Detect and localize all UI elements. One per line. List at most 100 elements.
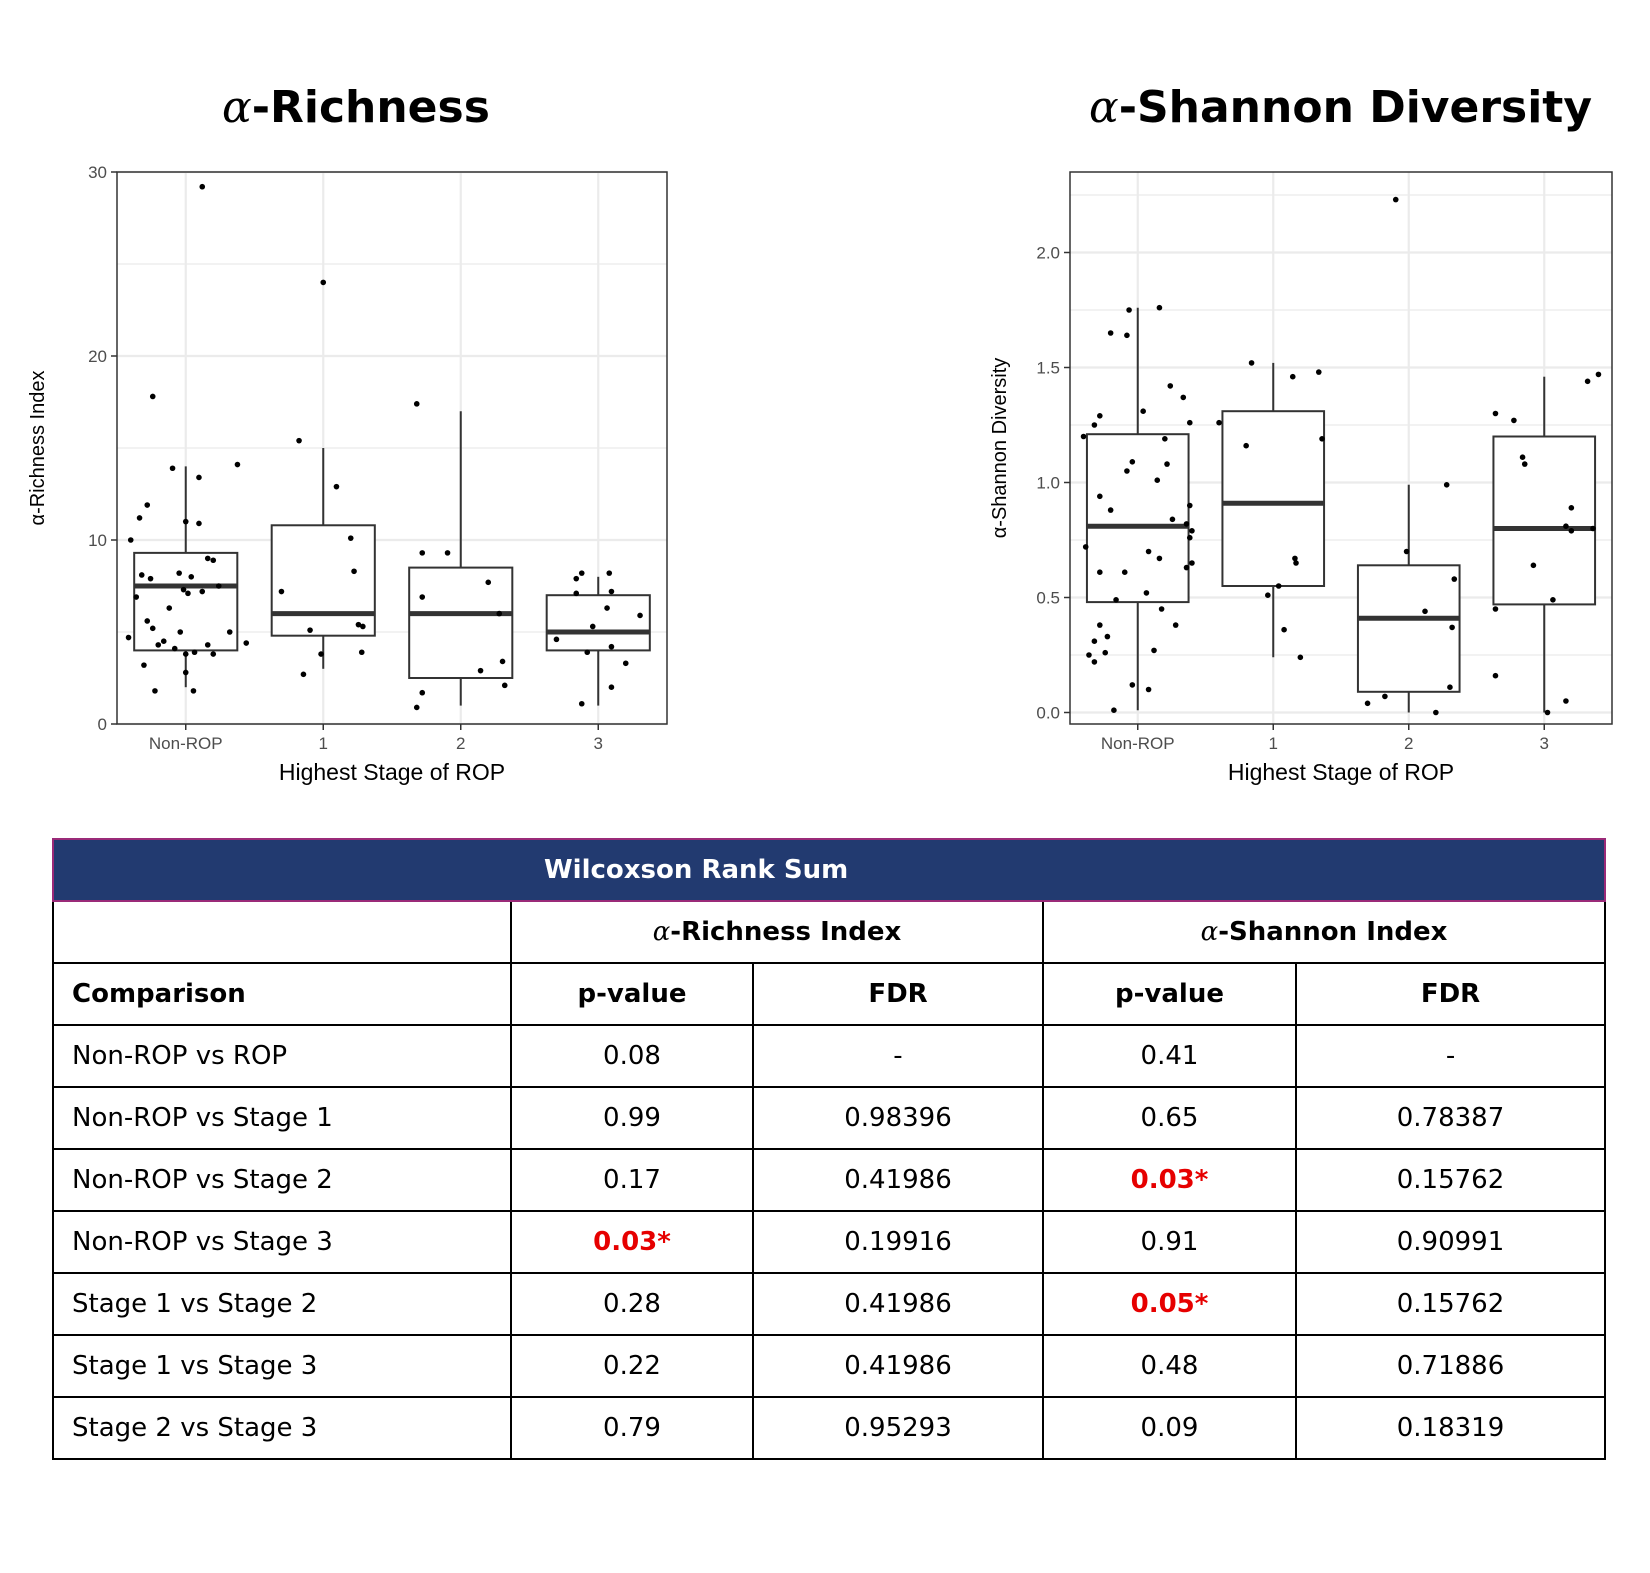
richness-pvalue-cell: 0.79 [510,1396,754,1460]
group-richness-greek: α [652,917,671,947]
col-header-richness-fdr: FDR [752,962,1044,1026]
table-row: Stage 2 vs Stage 3 0.79 0.95293 0.09 0.18319 [52,1396,1607,1460]
data-point [360,623,366,630]
data-point [1097,569,1103,575]
data-point [1492,410,1499,417]
data-point [1550,597,1556,603]
data-point [419,689,426,696]
data-point [1382,693,1388,700]
data-point [578,570,585,576]
x-tick-label: 1 [1269,734,1278,753]
data-point [1186,534,1193,541]
data-point [190,688,197,694]
y-tick-label: 1.0 [1036,474,1060,493]
data-point [622,660,629,667]
empty-header-cell [52,900,512,964]
data-point [1169,516,1176,523]
data-point [152,688,158,694]
data-point [604,605,610,611]
data-point [351,568,357,575]
data-point [444,550,451,556]
data-point [573,590,580,597]
richness-fdr-cell: 0.41986 [752,1148,1044,1212]
plot-border [116,171,668,725]
data-point [176,570,182,576]
data-point [1275,583,1282,589]
comparison-cell: Stage 1 vs Stage 2 [52,1272,512,1336]
data-point [347,535,354,541]
richness-pvalue-cell: 0.99 [510,1086,754,1150]
data-point [1281,626,1287,633]
data-point [215,583,222,589]
data-point [278,588,285,595]
group-header-shannon: α-Shannon Index [1041,900,1607,964]
shannon-fdr-cell: 0.15762 [1294,1148,1607,1212]
data-point [1113,597,1119,603]
data-point [1595,371,1602,378]
data-point [125,634,132,641]
data-point [419,594,426,600]
wilcoxon-table-container: Wilcoxson Rank Sum α-Richness Index α-Sh… [51,838,1607,1460]
y-tick-label: 10 [88,531,107,550]
data-point [1248,360,1255,366]
col-header-comparison: Comparison [52,962,512,1026]
data-point [171,645,178,652]
shannon-title-greek: α [1089,82,1119,133]
comparison-cell: Non-ROP vs Stage 1 [52,1086,512,1150]
data-point [1563,523,1569,529]
data-point [1154,477,1161,484]
data-point [1297,654,1304,661]
comparison-cell: Non-ROP vs Stage 3 [52,1210,512,1274]
shannon-pvalue-cell: 0.65 [1042,1086,1297,1150]
col-header-richness-pvalue: p-value [510,962,754,1026]
data-point [1293,560,1299,566]
data-point [1183,564,1190,571]
x-axis-title: Highest Stage of ROP [1228,759,1454,785]
data-point [573,575,580,582]
data-point [1364,700,1371,707]
data-point [477,667,484,674]
shannon-fdr-cell: 0.18319 [1294,1396,1607,1460]
data-point [1145,686,1152,693]
data-point [185,590,191,597]
data-point [1544,709,1551,716]
y-tick-label: 20 [88,347,107,366]
richness-fdr-cell: 0.98396 [752,1086,1044,1150]
data-point [1097,493,1103,500]
y-axis-title: α-Richness Index [27,371,49,526]
boxplot-charts: 0 10 20 30 Non-ROP 1 2 3 Highest Stage of ROP α-R… [27,163,1613,785]
data-point [1111,707,1117,713]
y-tick-label: 0.5 [1036,589,1060,608]
shannon-fdr-cell: 0.78387 [1294,1086,1607,1150]
data-point [1451,576,1458,582]
table-row: Stage 1 vs Stage 2 0.28 0.41986 0.05* 0.1576… [52,1272,1607,1336]
data-point [1156,304,1163,311]
data-point [1422,608,1428,615]
plot-border [1069,171,1613,725]
data-point [204,642,211,648]
data-point [358,649,365,656]
data-point [584,649,591,656]
richness-pvalue-cell: 0.08 [510,1024,754,1088]
data-point [1156,555,1163,562]
data-point [1216,419,1222,426]
data-point [1180,394,1187,401]
data-point [318,651,324,657]
data-point [1121,569,1128,575]
shannon-fdr-cell: 0.15762 [1294,1272,1607,1336]
data-point [1243,442,1249,449]
data-point [1530,562,1537,569]
shannon-title: α-Shannon Diversity [1089,82,1592,133]
box-iqr [1221,410,1326,588]
data-point [160,638,167,644]
data-point [1126,307,1132,313]
richness-fdr-cell: 0.41986 [752,1334,1044,1398]
shannon-fdr-cell: 0.90991 [1294,1210,1607,1274]
data-point [1080,433,1087,440]
y-tick-label: 2.0 [1036,244,1060,263]
data-point [1124,332,1130,339]
data-point [199,588,206,595]
y-tick-label: 0 [98,715,107,734]
y-tick-label: 0.0 [1036,704,1060,723]
richness-title-text: -Richness [251,82,490,133]
